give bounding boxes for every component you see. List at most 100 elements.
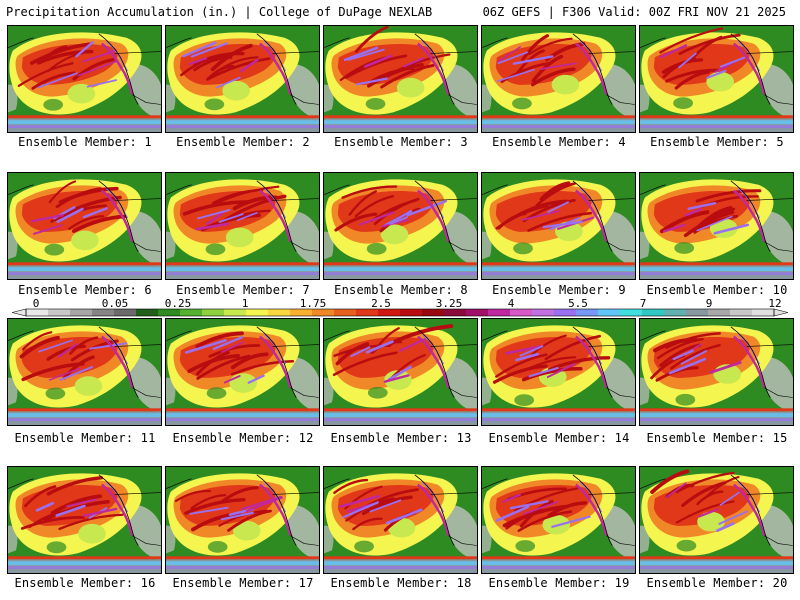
ensemble-member-label: Ensemble Member: 11 [14, 431, 156, 445]
coastline [414, 33, 455, 105]
dry-region [599, 356, 635, 413]
coastal-precip-band [575, 335, 608, 389]
coastal-precip-band [106, 41, 129, 72]
ensemble-member-label: Ensemble Member: 6 [18, 283, 152, 297]
coastline [324, 330, 350, 341]
country-border [290, 387, 319, 398]
precip-streak [334, 212, 378, 232]
precip-streak-extreme [522, 210, 561, 221]
ensemble-panel [639, 172, 794, 280]
coastal-precip-band [422, 482, 445, 513]
tropical-precip-band [640, 115, 793, 119]
precip-streak-extreme [82, 507, 118, 517]
tropical-precip-band [324, 262, 477, 266]
coastline [482, 330, 508, 341]
ensemble-member-label: Ensemble Member: 12 [172, 431, 314, 445]
coastal-precip-band [733, 335, 766, 389]
legend-tick-label: 4 [508, 298, 515, 310]
country-border [430, 492, 477, 495]
precip-streak-extreme [696, 215, 733, 232]
precip-streak [17, 62, 74, 87]
precip-streak-extreme [48, 367, 81, 381]
ensemble-member-label: Ensemble Member: 18 [330, 576, 472, 590]
ensemble-panel [639, 466, 794, 574]
coastline [256, 326, 297, 398]
precip-streak-extreme [687, 202, 717, 210]
precip-streak-extreme [383, 374, 410, 383]
precip-streak-extreme [522, 501, 559, 515]
precipitation-map [640, 467, 793, 573]
precip-streak-extreme [663, 223, 686, 233]
precip-streak [230, 352, 269, 370]
precip-streak-extreme [347, 48, 385, 61]
ensemble-member-label: Ensemble Member: 14 [488, 431, 630, 445]
tropical-precip-band [324, 566, 477, 570]
precip-low-pocket [512, 97, 532, 110]
ensemble-panel [323, 172, 478, 280]
precipitation-map [482, 173, 635, 279]
coastline [414, 474, 455, 546]
precip-streak-extreme [381, 219, 409, 228]
coastline [572, 180, 613, 252]
dry-region [283, 356, 319, 413]
ensemble-panel [165, 172, 320, 280]
coastal-precip-band [417, 42, 450, 96]
precip-streak-extreme [189, 506, 229, 515]
coastline [166, 37, 192, 48]
coastline [8, 37, 34, 48]
precip-streak-extreme [30, 213, 64, 223]
precip-streak [535, 182, 576, 207]
precip-streak-extreme [659, 44, 688, 59]
coastline [166, 330, 192, 341]
ensemble-panel [7, 25, 162, 133]
precip-streak [521, 34, 550, 62]
country-border [272, 198, 319, 201]
precip-streak-extreme [86, 79, 117, 88]
country-border [448, 94, 477, 105]
precipitation-map [324, 319, 477, 425]
precip-streak [196, 354, 251, 380]
legend-swatch [488, 309, 511, 316]
precip-streak-extreme [342, 501, 379, 519]
ensemble-member-label: Ensemble Member: 2 [176, 135, 310, 149]
precip-streak-extreme [358, 211, 395, 226]
tropical-precip-band [8, 262, 161, 266]
precip-low-pocket [43, 98, 64, 111]
precip-streak-extreme [497, 51, 529, 65]
ensemble-member-label: Ensemble Member: 16 [14, 576, 156, 590]
tropical-precip-band [640, 556, 793, 560]
precip-streak [208, 344, 261, 358]
country-border [606, 241, 635, 252]
precip-streak [341, 185, 398, 199]
coastal-precip-band [733, 42, 766, 96]
country-border [764, 387, 793, 398]
precip-streak [387, 324, 454, 347]
precip-streak [19, 335, 60, 359]
precip-streak [46, 344, 86, 361]
tropical-precip-band [8, 556, 161, 560]
precip-low-pocket [44, 243, 65, 256]
legend-tick-label: 5.5 [568, 298, 588, 310]
precip-streak [20, 516, 85, 530]
precip-streak-extreme [365, 340, 394, 354]
ensemble-panel [639, 25, 794, 133]
precip-streak [332, 351, 398, 377]
country-border [606, 535, 635, 546]
precip-streak-extreme [369, 499, 402, 513]
coastline [730, 180, 771, 252]
coastline [256, 33, 297, 105]
coastline [166, 184, 192, 195]
precip-streak-extreme [512, 55, 554, 65]
precip-streak-extreme [223, 375, 241, 384]
legend-swatch [356, 309, 379, 316]
legend-tick-label: 0.25 [165, 298, 192, 310]
coastal-precip-band [106, 188, 129, 219]
legend-swatch [598, 309, 621, 316]
precip-streak [665, 68, 719, 83]
country-border [588, 492, 635, 495]
country-border [430, 51, 477, 54]
precip-streak [22, 331, 53, 351]
tropical-precip-band [640, 262, 793, 266]
precip-streak [529, 334, 567, 358]
tropical-precip-band [166, 408, 319, 412]
